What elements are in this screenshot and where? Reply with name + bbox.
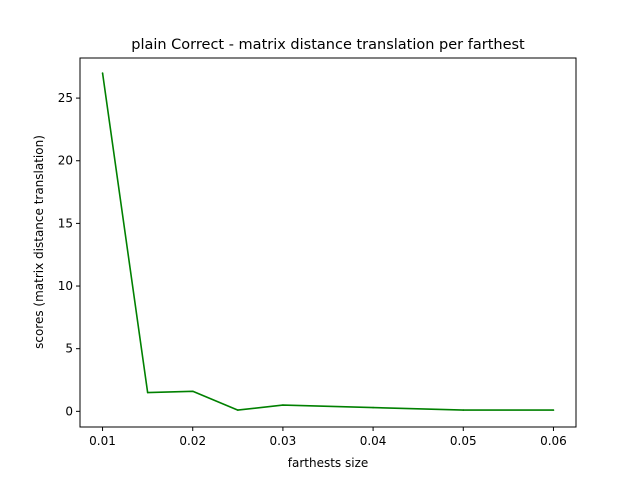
x-tick-label: 0.05	[450, 434, 477, 448]
data-point	[372, 406, 374, 409]
y-tick-label: 5	[65, 342, 73, 356]
x-tick-label: 0.01	[89, 434, 116, 448]
data-point	[146, 391, 149, 394]
plot-area-frame	[79, 57, 577, 428]
data-point	[462, 409, 465, 411]
data-point	[552, 409, 555, 411]
x-tick-label: 0.03	[270, 434, 297, 448]
series-line	[101, 72, 554, 411]
y-tick-label: 20	[58, 154, 73, 168]
y-axis-label: scores (matrix distance translation)	[32, 135, 46, 349]
x-axis: 0.01 0.02 0.03 0.04 0.05 0.06	[89, 427, 567, 448]
series-layer	[101, 72, 555, 411]
y-axis: 0 5 10 15 20 25	[58, 91, 80, 418]
x-tick-label: 0.04	[360, 434, 387, 448]
y-tick-label: 10	[58, 279, 73, 293]
data-point	[191, 390, 194, 393]
data-point	[101, 72, 104, 74]
data-point	[237, 409, 239, 411]
x-axis-label: farthests size	[288, 456, 369, 470]
data-point	[282, 404, 284, 406]
y-tick-label: 25	[58, 91, 73, 105]
x-tick-label: 0.02	[179, 434, 206, 448]
x-tick-label: 0.06	[540, 434, 567, 448]
y-tick-label: 15	[58, 216, 73, 230]
chart-title: plain Correct - matrix distance translat…	[131, 37, 525, 53]
y-tick-label: 0	[65, 404, 73, 418]
